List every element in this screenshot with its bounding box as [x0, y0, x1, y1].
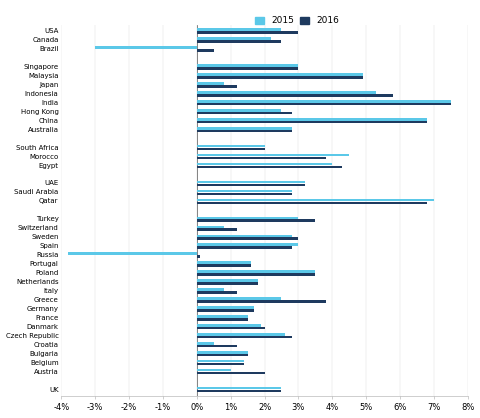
Bar	[197, 387, 281, 389]
Bar	[197, 234, 292, 237]
Bar	[197, 333, 285, 336]
Bar	[197, 237, 299, 240]
Bar	[197, 282, 258, 285]
Bar	[197, 226, 224, 228]
Bar	[197, 127, 292, 130]
Bar	[197, 28, 281, 31]
Bar	[197, 351, 248, 354]
Bar	[197, 309, 254, 311]
Bar	[197, 228, 238, 231]
Bar	[197, 163, 332, 166]
Bar	[197, 31, 299, 34]
Bar	[197, 315, 248, 318]
Bar	[197, 154, 349, 156]
Bar	[197, 336, 292, 339]
Bar	[197, 372, 264, 374]
Bar	[197, 91, 376, 94]
Bar	[197, 369, 231, 372]
Bar	[197, 354, 248, 357]
Bar	[197, 360, 244, 362]
Bar	[197, 199, 434, 201]
Bar	[197, 166, 342, 168]
Bar	[197, 100, 451, 103]
Bar	[197, 85, 238, 87]
Bar	[197, 219, 315, 222]
Bar	[197, 121, 427, 123]
Bar	[197, 118, 427, 120]
Bar	[197, 40, 281, 43]
Bar	[197, 390, 281, 392]
Bar	[197, 327, 264, 329]
Bar	[197, 103, 451, 105]
Bar	[197, 193, 292, 195]
Bar	[197, 148, 264, 150]
Bar	[197, 297, 281, 300]
Bar	[197, 67, 299, 70]
Bar	[197, 109, 281, 112]
Bar	[197, 73, 363, 76]
Bar	[197, 37, 271, 40]
Bar	[197, 273, 315, 276]
Bar	[197, 94, 393, 97]
Bar	[197, 217, 299, 219]
Bar	[95, 46, 197, 49]
Bar	[197, 49, 214, 52]
Bar	[197, 243, 299, 246]
Bar	[197, 64, 299, 67]
Bar	[197, 112, 292, 115]
Bar	[197, 279, 258, 282]
Bar	[68, 252, 197, 255]
Bar	[197, 130, 292, 133]
Bar	[197, 324, 261, 326]
Bar	[197, 300, 325, 303]
Bar	[197, 306, 254, 309]
Bar	[197, 261, 251, 264]
Bar	[197, 201, 427, 204]
Bar	[197, 270, 315, 273]
Bar	[197, 318, 248, 321]
Bar	[197, 190, 292, 192]
Bar	[197, 181, 305, 183]
Legend: 2015, 2016: 2015, 2016	[255, 16, 339, 25]
Bar	[197, 345, 238, 347]
Bar	[197, 82, 224, 85]
Bar	[197, 184, 305, 186]
Bar	[197, 291, 238, 294]
Bar	[197, 76, 363, 79]
Bar	[197, 342, 214, 344]
Bar	[197, 264, 251, 267]
Bar	[197, 145, 264, 148]
Bar	[197, 246, 292, 249]
Bar	[197, 157, 325, 159]
Bar	[197, 288, 224, 291]
Bar	[197, 363, 244, 365]
Bar	[197, 255, 200, 258]
